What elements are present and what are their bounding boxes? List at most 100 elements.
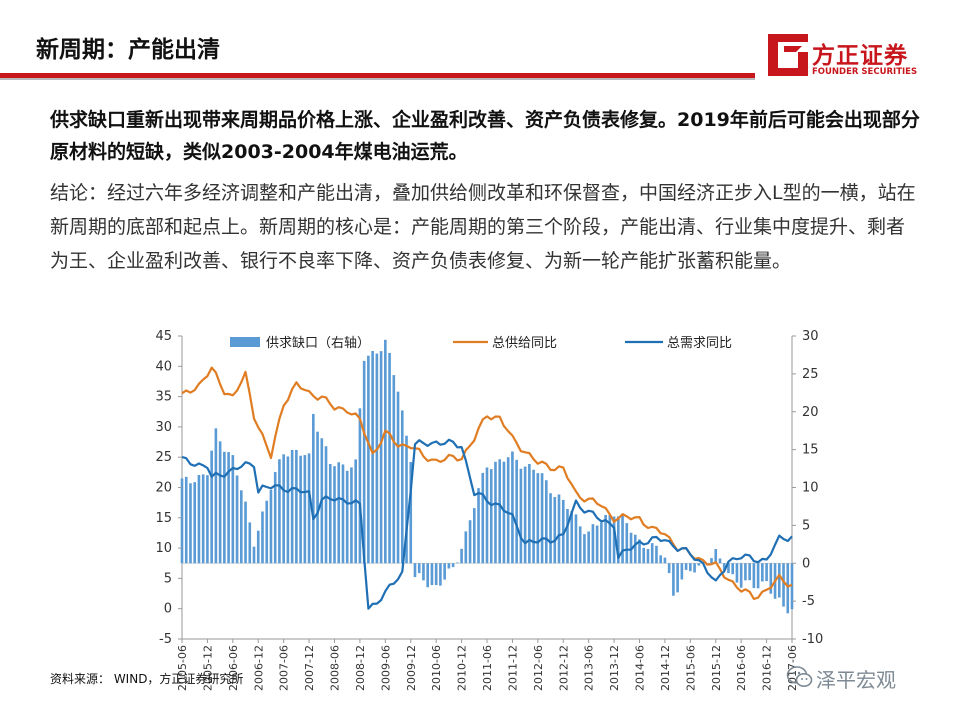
supply-gap-bar [693,563,696,573]
supply-gap-bar [244,501,247,564]
supply-gap-bar [739,563,743,588]
brand-logo-mark-icon [768,34,808,76]
supply-gap-bar [299,455,302,564]
supply-gap-bar [578,526,582,564]
conclusion-text: 结论：经过六年多经济调整和产能出清，叠加供给侧改革和环保督查，中国经济正步入L型… [50,182,916,272]
supply-gap-bar [214,428,218,564]
supply-gap-bar [650,543,654,564]
supply-gap-bar [324,446,328,564]
supply-gap-bar [227,452,230,564]
legend-label-supply: 总供给同比 [492,336,557,351]
x-tick-label: 2010-06 [430,645,443,691]
y-tick-label-right: 25 [802,367,819,382]
supply-gap-bar [417,563,421,574]
supply-gap-bar [549,493,552,564]
supply-gap-bar [536,473,540,564]
x-tick-label: 2007-12 [303,645,316,691]
legend-label-demand: 总需求同比 [667,336,732,351]
x-tick-label: 2005-06 [176,645,189,691]
supply-gap-bar [612,516,616,564]
y-tick-label-right: 10 [802,481,819,496]
supply-gap-bar [426,563,430,588]
supply-gap-bar [523,466,527,564]
y-tick-label-right: -10 [802,632,823,647]
supply-gap-bar [316,431,319,564]
supply-gap-bar [608,514,612,564]
chart-ticks: -5 0 5 10 15 20 25 30 35 40 45 -10 -5 0 5 10 15 20 25 30 200… [155,329,823,691]
supply-gap-bar [667,563,671,574]
x-tick-label: 2009-12 [405,645,418,691]
supply-gap-bar [722,563,726,571]
supply-gap-bar [769,563,773,594]
header-rule-gray [0,78,755,80]
supply-gap-bar [193,482,197,564]
supply-gap-bar [451,563,455,568]
y-tick-label-right: 15 [802,443,819,458]
supply-gap-bar [790,563,794,610]
supply-gap-bar [434,563,438,586]
supply-gap-bar [481,472,485,564]
header-rule-red [0,73,755,78]
supply-gap-bar [333,466,336,564]
legend-swatch-gap [230,337,260,347]
supply-gap-bar [621,514,624,564]
supply-gap-bar [447,563,451,569]
supply-gap-bar [663,557,667,564]
supply-gap-bar [532,469,535,564]
supply-gap-bar [239,490,243,564]
supply-gap-bar [443,563,446,580]
supply-gap-bar [600,522,603,564]
y-tick-label-left: 15 [155,511,172,526]
supply-gap-bar [544,480,548,564]
supply-gap-bar [684,563,688,570]
supply-gap-bar [519,468,523,564]
supply-gap-bar [409,462,413,564]
supply-gap-bar [430,563,434,586]
supply-gap-bars [180,339,794,614]
supply-gap-bar [689,563,692,572]
x-tick-label: 2013-12 [608,645,621,691]
supply-gap-bar [439,563,442,586]
supply-gap-bar [231,455,235,564]
y-tick-label-right: -5 [802,594,815,609]
y-tick-label-left: 0 [164,602,172,617]
supply-gap-bar [252,546,256,564]
supply-gap-bar [561,499,565,564]
supply-gap-bar [472,508,476,564]
supply-gap-bar [273,472,277,564]
supply-gap-bar [358,408,362,564]
supply-gap-bar [388,352,391,564]
supply-gap-bar [290,449,294,564]
x-tick-label: 2010-12 [456,645,469,691]
chart-lines [181,366,793,610]
supply-gap-bar [633,534,637,564]
chart-legend: 供求缺口（右轴） 总供给同比 总需求同比 [230,336,732,351]
y-tick-label-right: 5 [802,518,810,533]
supply-gap-bar [587,531,590,564]
supply-gap-bar [235,475,239,564]
brand-logo: 方正证券 FOUNDER SECURITIES [768,34,938,80]
y-tick-label-left: 30 [155,420,172,435]
x-tick-label: 2005-12 [201,645,214,691]
supply-gap-bar [604,514,607,564]
supply-gap-bar [756,563,760,589]
supply-gap-bar [731,563,735,575]
supply-gap-bar [744,563,747,581]
headline-text: 供求缺口重新出现带来周期品价格上涨、企业盈利改善、资产负债表修复。2019年前后… [50,109,920,163]
supply-gap-bar [659,555,662,564]
supply-gap-bar [786,563,790,614]
supply-gap-bar [307,453,311,564]
brand-logo-name: 方正证券 [812,43,908,69]
supply-gap-bar [485,467,489,564]
x-tick-label: 2008-06 [329,645,342,691]
supply-gap-bar [494,461,497,564]
y-tick-label-right: 20 [802,405,819,420]
supply-gap-bar [400,410,404,564]
supply-gap-bar [735,563,739,583]
supply-gap-bar [748,563,751,581]
supply-gap-bar [553,497,557,564]
supply-gap-bar [714,549,718,564]
supply-gap-bar [574,514,578,564]
supply-gap-bar [295,449,298,564]
